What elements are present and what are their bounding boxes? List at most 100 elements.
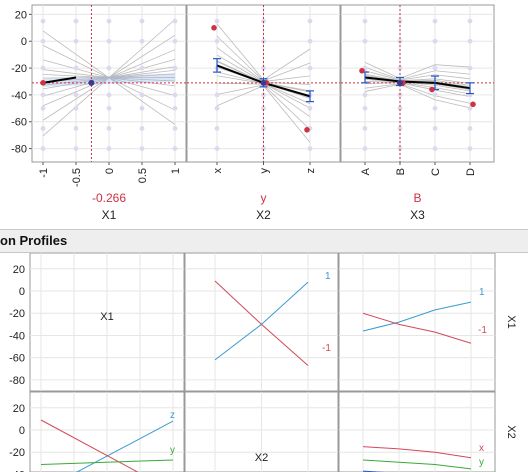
x-tick-label: C [430, 168, 442, 176]
interaction-y-tick: 20 [13, 403, 25, 415]
interaction-cell[interactable] [338, 391, 496, 472]
ghost-point [73, 105, 79, 111]
x-tick-label: z [305, 168, 317, 174]
interaction-y-tick: -20 [9, 308, 25, 320]
interaction-cell[interactable] [184, 252, 339, 392]
x-tick-label: -1 [38, 168, 50, 178]
profile-line [364, 76, 471, 90]
ghost-point [214, 146, 220, 151]
ghost-point [172, 105, 178, 111]
current-point [260, 79, 267, 86]
ghost-point [40, 65, 46, 71]
ghost-point [214, 18, 220, 24]
ghost-profile-line [364, 79, 471, 92]
ghost-point [73, 65, 79, 71]
ghost-point [362, 126, 368, 131]
ghost-profile-line [364, 67, 471, 80]
interaction-line-y [40, 459, 174, 465]
interaction-line-y [362, 459, 472, 470]
profiler-panel-X3[interactable]: A B C D B X3 [340, 4, 495, 222]
ghost-point [73, 38, 79, 44]
interaction-profiles-header[interactable]: on Profiles [0, 229, 528, 253]
profiler-y-tick: -80 [11, 144, 27, 156]
profiler-y-tick: -60 [11, 117, 27, 129]
ghost-point [432, 18, 438, 24]
interaction-cell[interactable] [338, 252, 496, 392]
ghost-point [139, 105, 145, 111]
ghost-point [432, 126, 438, 131]
interaction-line-1 [362, 301, 472, 332]
ghost-point [214, 126, 220, 131]
ghost-point [432, 92, 438, 98]
ghost-point [432, 65, 438, 71]
x-tick-label: y [259, 168, 271, 174]
cell-frame [338, 252, 496, 392]
diagonal-label: X1 [100, 311, 113, 323]
ghost-point [172, 126, 178, 131]
series-end-label: x [479, 443, 484, 454]
ghost-point [307, 65, 313, 71]
highlighted-point [429, 86, 435, 93]
profiler-y-tick: 20 [15, 9, 27, 21]
ghost-point [172, 146, 178, 151]
profiler-panel-X1[interactable]: -1 -0.5 0 0.5 1 -0.266 X1 [31, 4, 187, 222]
ghost-point [106, 92, 112, 98]
interaction-cell[interactable] [29, 391, 185, 472]
interaction-cell[interactable] [184, 391, 339, 472]
ghost-point [432, 105, 438, 111]
factor-current-value[interactable]: y [261, 191, 267, 205]
x-tick-label: x [212, 168, 224, 174]
series-end-label: y [479, 457, 484, 468]
ghost-point [467, 38, 473, 44]
ghost-profile-line [364, 62, 471, 79]
ghost-point [362, 38, 368, 44]
series-end-label: y [170, 445, 175, 456]
series-end-label: -1 [478, 325, 487, 336]
x-tick-label: 0 [104, 168, 116, 174]
ghost-point [106, 38, 112, 44]
row-label: X1 [505, 315, 517, 328]
ghost-point [172, 18, 178, 24]
ghost-point [467, 18, 473, 24]
factor-current-value[interactable]: B [413, 191, 421, 205]
profiler-panel-X2[interactable]: x y z y X2 [186, 4, 341, 222]
diagonal-label: X2 [255, 452, 268, 464]
highlighted-point [40, 80, 46, 86]
interaction-line--1 [362, 312, 472, 344]
ghost-point [467, 65, 473, 71]
interaction-y-tick: -80 [9, 375, 25, 387]
ghost-point [106, 146, 112, 151]
series-end-label: 1 [325, 271, 331, 282]
ghost-profile-line [364, 83, 471, 104]
ghost-point [139, 146, 145, 151]
ghost-point [307, 105, 313, 111]
interaction-y-tick: -40 [9, 330, 25, 342]
ghost-profile-line [364, 75, 471, 86]
ghost-point [397, 65, 403, 71]
ghost-profile-line [364, 81, 471, 95]
highlighted-point [211, 25, 217, 31]
x-tick-label: B [395, 168, 407, 175]
ghost-point [467, 146, 473, 151]
ghost-point [432, 146, 438, 151]
ghost-point [73, 126, 79, 131]
ghost-point [40, 146, 46, 151]
ghost-point [40, 18, 46, 24]
ghost-point [362, 146, 368, 151]
interaction-line-x [362, 446, 472, 459]
ghost-profile-line [364, 70, 471, 81]
ghost-point [214, 105, 220, 111]
ghost-point [307, 38, 313, 44]
ghost-point [40, 92, 46, 98]
factor-current-value[interactable]: -0.266 [92, 191, 126, 205]
ghost-point [73, 92, 79, 98]
series-end-label: z [170, 410, 175, 421]
ghost-point [362, 18, 368, 24]
ghost-point [106, 18, 112, 24]
series-end-label: 1 [479, 287, 485, 298]
interaction-y-tick: -40 [9, 469, 25, 472]
factor-name: X3 [410, 208, 425, 222]
ghost-profile-line [364, 73, 471, 84]
interaction-cell[interactable] [29, 252, 185, 392]
ghost-point [139, 126, 145, 131]
